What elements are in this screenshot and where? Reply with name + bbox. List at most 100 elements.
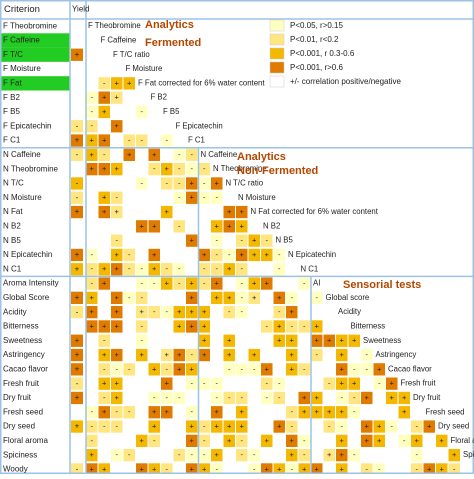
cell-sign: + [152, 464, 157, 473]
cell-sign: + [440, 464, 445, 473]
cell-sign: + [102, 107, 107, 116]
cell-sign: + [90, 450, 95, 459]
cell-sign: + [115, 93, 120, 102]
diagonal-label: Astringency [376, 350, 417, 359]
cell-sign: + [215, 407, 220, 416]
cell-sign: + [115, 350, 120, 359]
legend-label: P<0.001, r>0.6 [290, 63, 343, 72]
cell-sign: + [290, 350, 295, 359]
cell-sign: + [315, 336, 320, 345]
row-label: Floral aroma [3, 436, 48, 445]
yield-sign: - [76, 193, 79, 202]
cell-sign: + [190, 436, 195, 445]
legend-swatch [270, 34, 284, 45]
cell-sign: + [140, 436, 145, 445]
cell-sign: + [227, 221, 232, 230]
cell-sign: + [365, 436, 370, 445]
cell-sign: + [365, 393, 370, 402]
cell-sign: + [102, 407, 107, 416]
row-label: Fresh fruit [3, 379, 40, 388]
cell-sign: + [152, 422, 157, 431]
yield-sign: + [75, 264, 80, 273]
cell-sign: + [227, 422, 232, 431]
cell-sign: + [152, 407, 157, 416]
cell-sign: + [227, 293, 232, 302]
yield-sign: + [75, 364, 80, 373]
yield-sign: + [75, 336, 80, 345]
cell-sign: + [240, 407, 245, 416]
cell-sign: + [265, 436, 270, 445]
cell-sign: + [440, 436, 445, 445]
cell-sign: + [290, 364, 295, 373]
cell-sign: + [227, 336, 232, 345]
yield-sign: + [75, 350, 80, 359]
cell-sign: + [165, 207, 170, 216]
cell-sign: + [352, 379, 357, 388]
cell-sign: + [115, 264, 120, 273]
cell-sign: + [377, 422, 382, 431]
yield-sign: - [76, 150, 79, 159]
cell-sign: + [202, 464, 207, 473]
cell-sign: + [140, 221, 145, 230]
cell-sign: + [277, 464, 282, 473]
diagonal-label: Cacao flavor [388, 364, 432, 373]
cell-sign: + [190, 236, 195, 245]
cell-sign: + [327, 336, 332, 345]
cell-sign: + [202, 321, 207, 330]
yield-sign: + [75, 207, 80, 216]
cell-sign: + [202, 336, 207, 345]
cell-sign: + [215, 178, 220, 187]
row-label: Sweetness [3, 336, 42, 345]
cell-sign: + [190, 422, 195, 431]
cell-sign: + [340, 336, 345, 345]
yield-sign: - [76, 307, 79, 316]
yield-sign: - [76, 121, 79, 130]
row-label: N Moisture [3, 193, 42, 202]
cell-sign: + [240, 250, 245, 259]
cell-sign: + [340, 464, 345, 473]
cell-sign: + [115, 121, 120, 130]
row-label: Fresh seed [3, 407, 43, 416]
diagonal-label: Fresh fruit [401, 379, 437, 388]
cell-sign: + [327, 450, 332, 459]
legend-swatch [270, 62, 284, 73]
diagonal-label: F Moisture [126, 64, 163, 73]
diagonal-label: N B5 [276, 236, 294, 245]
cell-sign: + [115, 78, 120, 87]
row-label: F Epicatechin [3, 121, 51, 130]
cell-sign: + [202, 350, 207, 359]
cell-sign: + [202, 307, 207, 316]
row-label: Acidity [3, 307, 27, 316]
cell-sign: + [227, 350, 232, 359]
diagonal-label: F C1 [188, 136, 205, 145]
cell-sign: + [227, 436, 232, 445]
cell-sign: + [90, 321, 95, 330]
row-label: N B2 [3, 221, 21, 230]
cell-sign: + [215, 221, 220, 230]
cell-sign: + [240, 207, 245, 216]
diagonal-label: Dry seed [438, 422, 469, 431]
cell-sign: + [215, 422, 220, 431]
cell-sign: + [377, 364, 382, 373]
row-label: F B2 [3, 93, 20, 102]
cell-sign: + [90, 136, 95, 145]
cell-sign: + [315, 407, 320, 416]
diagonal-label: Spiciness [463, 450, 474, 459]
criterion-header: Criterion [4, 4, 40, 15]
diagonal-label: F B2 [151, 93, 167, 102]
cell-sign: + [252, 250, 257, 259]
cell-sign: + [190, 178, 195, 187]
cell-sign: + [190, 364, 195, 373]
yield-sign: - [76, 379, 79, 388]
row-label: N Fat [3, 207, 23, 216]
cell-sign: + [90, 464, 95, 473]
diagonal-label: N Caffeine [201, 150, 238, 159]
cell-sign: + [127, 150, 132, 159]
cell-sign: + [377, 436, 382, 445]
cell-sign: + [90, 307, 95, 316]
cell-sign: + [277, 293, 282, 302]
group-title: Analytics [145, 19, 194, 31]
cell-sign: + [215, 279, 220, 288]
